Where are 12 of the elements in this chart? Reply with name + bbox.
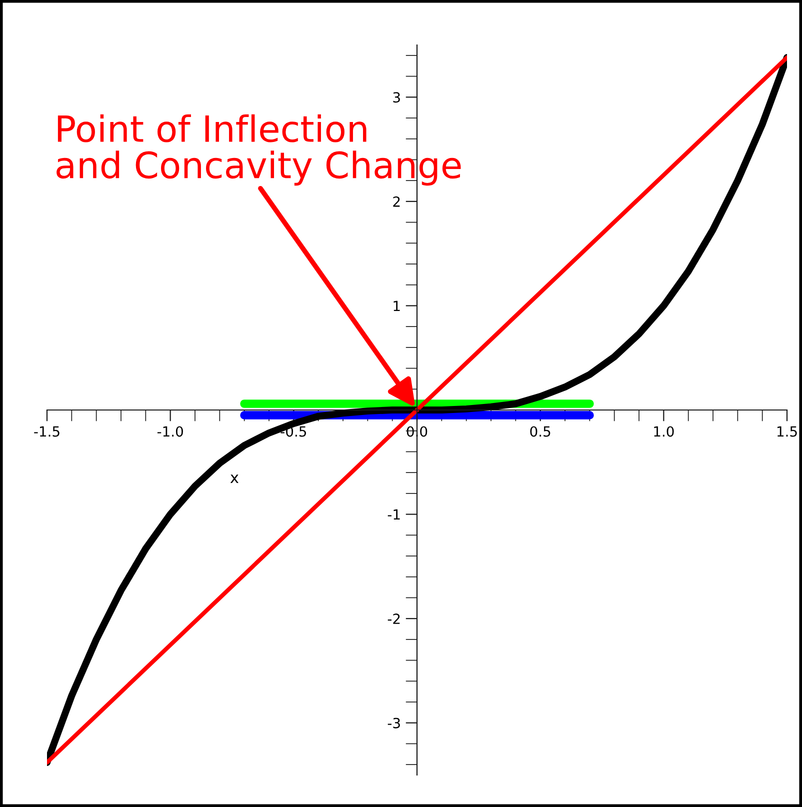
y-tick-label: -3 xyxy=(388,718,400,728)
x-tick-label: 1.0 xyxy=(654,426,674,437)
y-tick-label: 2 xyxy=(393,196,400,207)
x-tick-label: 0.5 xyxy=(530,426,550,437)
x-tick-label: -1.5 xyxy=(34,426,60,437)
y-tick-label: 3 xyxy=(393,92,400,103)
x-tick-label: 1.5 xyxy=(777,426,797,437)
y-tick-label: -2 xyxy=(388,614,400,624)
y-tick-label: -1 xyxy=(388,509,400,520)
x-tick-label: -1.0 xyxy=(157,426,183,437)
y-tick-label: 1 xyxy=(394,300,400,311)
x-axis-title: x xyxy=(230,474,238,483)
